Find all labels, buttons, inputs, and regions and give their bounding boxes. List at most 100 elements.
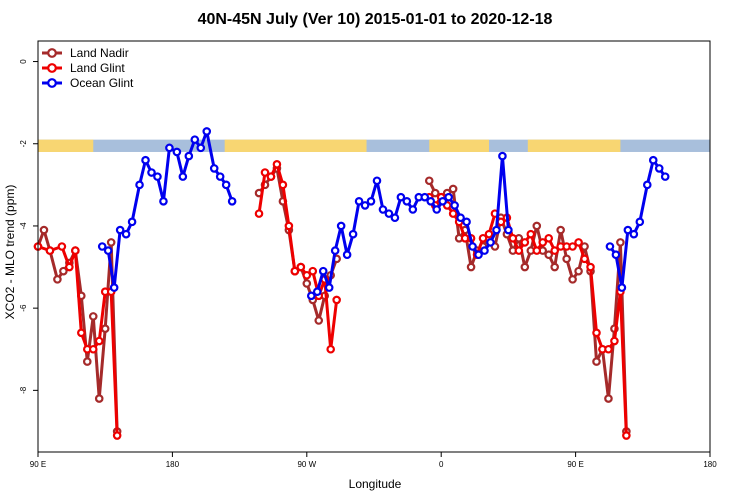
data-point [77,328,86,338]
land-strip-segment [224,139,367,152]
data-point [402,196,412,206]
data-point [592,328,601,338]
data-point [574,266,583,276]
data-point [605,242,615,251]
x-tick-label: 90 W [297,460,316,469]
land-mask-strip [38,139,710,152]
data-point [290,266,300,276]
data-point [622,431,631,440]
data-point [550,246,559,255]
data-point [88,344,98,354]
data-point [159,196,168,206]
data-point [266,172,276,181]
land-strip-segment [527,139,621,152]
y-tick-label: -2 [19,140,28,148]
data-point [97,242,107,251]
data-point [106,238,116,247]
data-point [360,201,370,210]
data-point [184,151,194,161]
data-point [39,225,49,235]
data-point [544,233,554,243]
data-point [592,357,601,366]
legend-item: Land Glint [42,61,125,75]
series-land-glint [33,160,631,440]
data-point [492,225,501,235]
data-point [326,344,335,354]
data-point [430,188,440,198]
data-point [100,324,110,334]
data-point [450,201,459,210]
data-point [538,238,548,247]
data-point [59,266,68,276]
data-point [45,246,55,255]
data-point [550,262,559,272]
data-point [586,262,595,272]
data-point [165,143,174,153]
data-point [209,164,219,173]
data-point [580,254,589,264]
data-point [308,266,318,276]
series-line [257,162,339,351]
data-point [153,172,162,181]
y-axis-label: XCO2 - MLO trend (ppm) [3,185,17,320]
legend-swatch-marker [47,63,57,73]
data-point [254,209,264,218]
data-point [556,225,565,235]
x-tick-label: 90 E [30,460,46,469]
legend-swatch-marker [47,78,57,88]
series-ocean-glint [97,127,670,301]
land-strip-segment [429,139,489,152]
data-point [574,238,583,247]
data-point [82,357,92,366]
x-axis: 90 E 180 90 W 0 90 E 180 [30,452,717,469]
data-point [202,127,212,136]
data-point [504,225,513,235]
data-point [127,217,137,227]
y-axis: 0 -2 -4 -6 -8 [19,59,38,394]
data-point [354,196,364,206]
data-point [478,233,488,243]
data-point [141,155,150,165]
data-point [330,246,340,255]
data-point [456,213,465,223]
data-point [94,336,104,346]
data-point [526,229,536,239]
data-point [426,196,436,206]
data-point [520,262,530,272]
data-point [432,205,442,214]
data-point [486,238,495,247]
data-point [366,196,376,206]
data-point [420,192,430,202]
plot-frame [37,40,711,453]
data-point [284,221,294,231]
data-point [568,242,577,251]
series-line [310,154,510,298]
y-tick-label: -4 [19,222,28,230]
data-point [65,262,74,272]
data-point [121,229,131,239]
data-point [604,394,613,403]
data-point [604,344,613,354]
data-point [660,172,670,181]
data-point [480,246,489,255]
data-point [438,196,447,206]
data-point [215,172,225,181]
data-point [648,155,658,165]
data-point [302,270,312,280]
data-point [532,246,542,255]
data-point [468,242,477,251]
data-point [196,143,206,153]
legend-label: Land Nadir [70,46,129,60]
data-point [462,217,471,227]
data-point [474,250,483,260]
data-point [109,283,119,292]
data-point [568,275,577,284]
data-point [498,151,507,161]
x-tick-label: 90 E [567,460,583,469]
data-point [629,229,639,239]
data-point [342,250,352,260]
data-point [514,246,524,255]
data-point [616,238,625,247]
data-point [112,431,122,440]
legend-item: Land Nadir [42,46,129,60]
